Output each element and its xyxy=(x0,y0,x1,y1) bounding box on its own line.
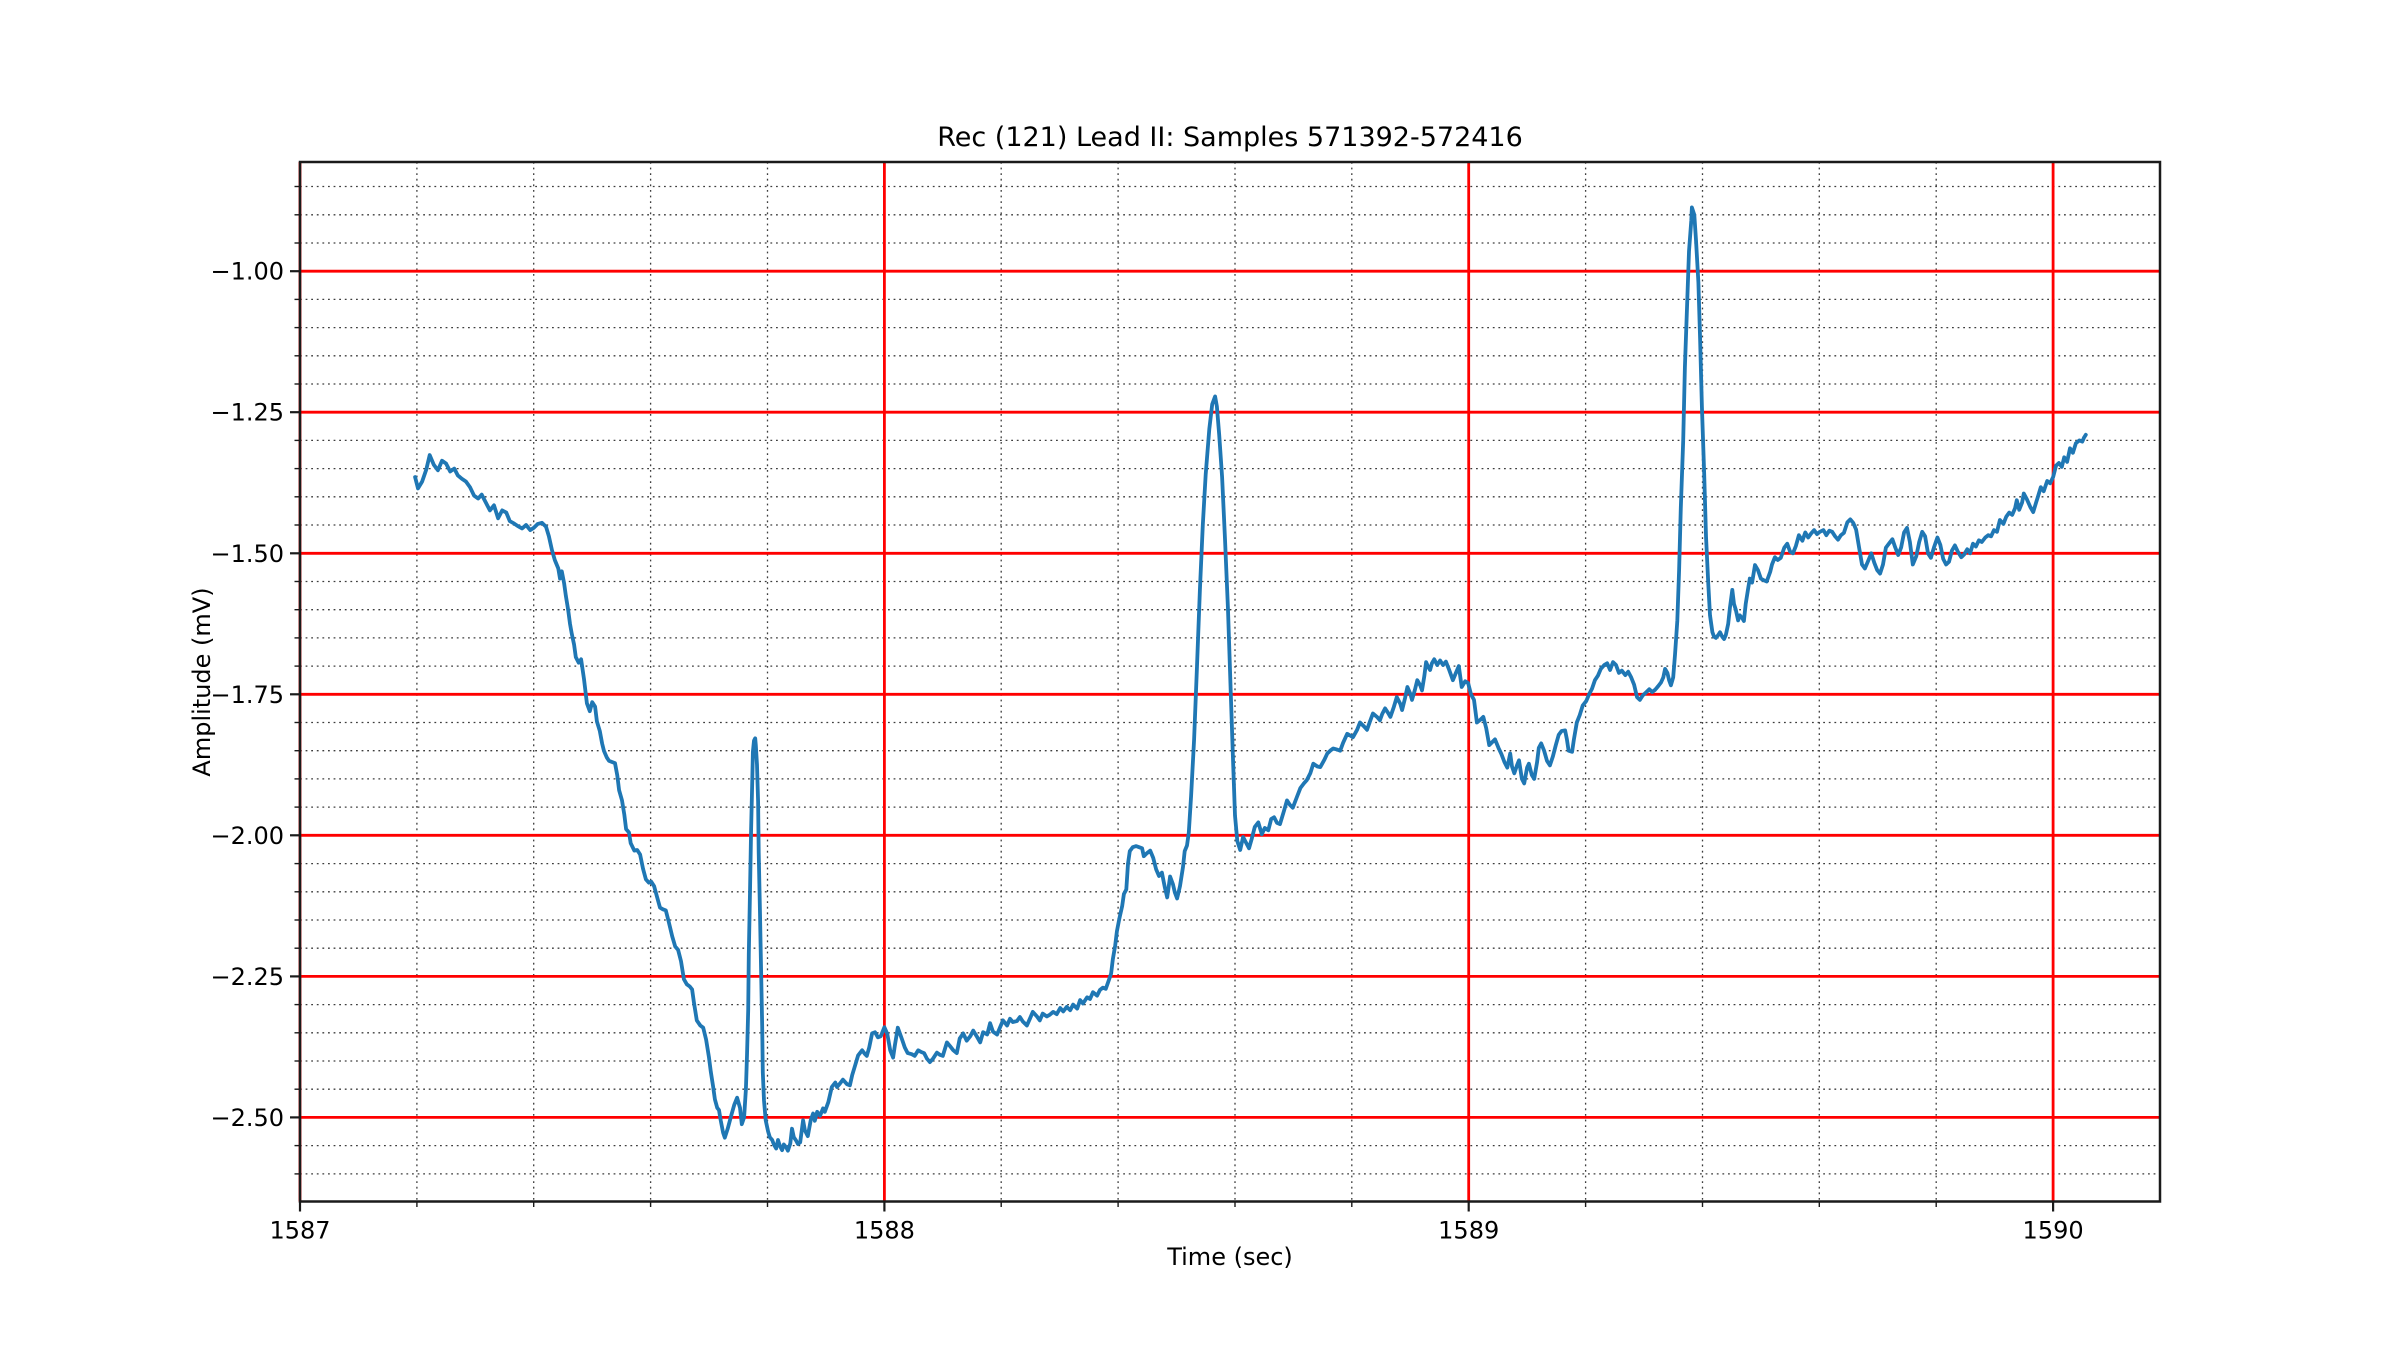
x-axis-label: Time (sec) xyxy=(1167,1243,1293,1271)
y-tick-label: −2.25 xyxy=(210,963,284,991)
ecg-trace xyxy=(413,205,2088,1153)
x-tick-label: 1589 xyxy=(1438,1217,1499,1245)
x-tick-label: 1587 xyxy=(269,1217,330,1245)
y-tick-label: −1.75 xyxy=(210,681,284,709)
y-tick-label: −1.25 xyxy=(210,399,284,427)
y-tick-label: −1.00 xyxy=(210,258,284,286)
axes-frame xyxy=(298,160,2162,1203)
y-tick-label: −2.00 xyxy=(210,822,284,850)
y-tick-label: −1.50 xyxy=(210,540,284,568)
y-tick-label: −2.50 xyxy=(210,1104,284,1132)
x-tick-label: 1588 xyxy=(854,1217,915,1245)
chart-title: Rec (121) Lead II: Samples 571392-572416 xyxy=(937,122,1523,153)
x-tick-label: 1590 xyxy=(2023,1217,2084,1245)
